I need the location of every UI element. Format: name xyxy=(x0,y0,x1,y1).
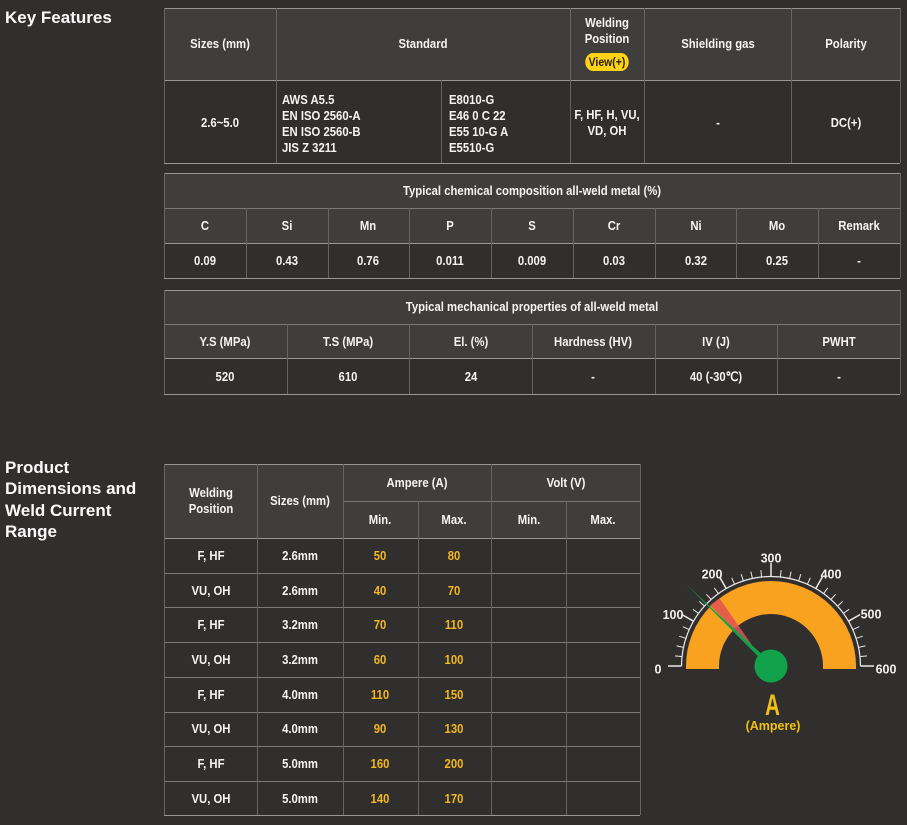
svg-text:100: 100 xyxy=(663,608,684,622)
svg-text:300: 300 xyxy=(761,552,782,566)
svg-text:0: 0 xyxy=(655,663,662,677)
svg-text:(Ampere): (Ampere) xyxy=(746,719,801,733)
svg-text:200: 200 xyxy=(702,568,723,582)
svg-text:A: A xyxy=(765,689,780,722)
svg-text:400: 400 xyxy=(821,568,842,582)
svg-text:500: 500 xyxy=(861,608,882,622)
svg-text:600: 600 xyxy=(876,663,897,677)
